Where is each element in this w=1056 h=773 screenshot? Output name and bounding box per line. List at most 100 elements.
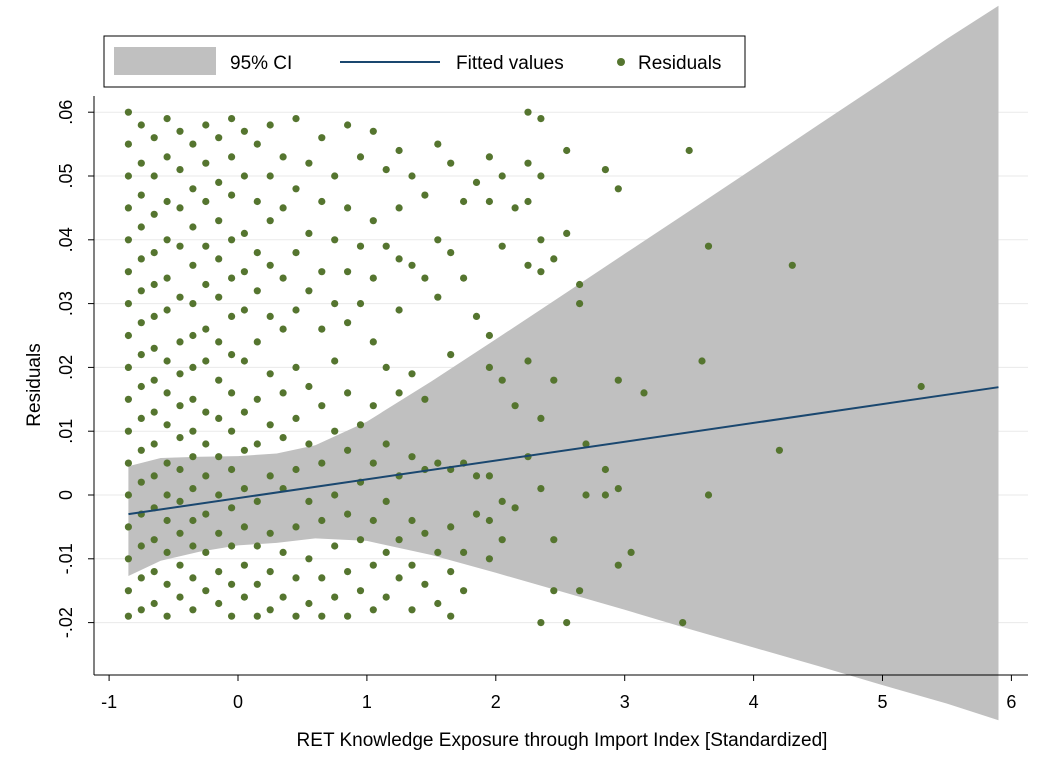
residual-point xyxy=(279,389,287,397)
residual-point xyxy=(202,510,210,518)
residual-point xyxy=(163,580,171,588)
residual-point xyxy=(460,548,468,557)
residual-point xyxy=(137,121,145,129)
residual-point xyxy=(447,612,455,620)
residual-point xyxy=(550,255,558,263)
residual-point xyxy=(318,268,326,276)
residual-point xyxy=(228,191,236,199)
residual-point xyxy=(550,536,558,544)
residual-point xyxy=(601,491,610,499)
residual-point xyxy=(124,612,132,620)
residual-point xyxy=(434,140,442,148)
residual-point xyxy=(447,568,455,576)
y-tick-label: .04 xyxy=(56,227,76,252)
residual-point xyxy=(124,108,132,116)
residual-point xyxy=(679,619,687,627)
residual-point xyxy=(305,287,313,295)
residual-point xyxy=(176,402,184,410)
residual-point xyxy=(331,172,339,180)
residual-point xyxy=(460,197,468,206)
residual-point xyxy=(305,599,313,608)
residual-point xyxy=(189,223,197,231)
y-tick-label: .01 xyxy=(56,419,76,444)
residual-point xyxy=(228,274,236,282)
residual-point xyxy=(215,529,223,537)
residual-point xyxy=(266,606,274,614)
residual-point xyxy=(775,446,784,454)
residual-point xyxy=(137,606,145,614)
residual-point xyxy=(421,395,429,403)
residual-point xyxy=(266,217,274,225)
residual-point xyxy=(356,242,365,250)
residual-point xyxy=(266,172,274,180)
residual-point xyxy=(240,357,248,365)
residual-point xyxy=(279,434,287,442)
residual-point xyxy=(240,523,248,531)
residual-point xyxy=(292,363,300,371)
residual-point xyxy=(253,249,261,257)
residual-point xyxy=(485,472,493,480)
residual-point xyxy=(150,440,158,448)
residual-point xyxy=(318,134,326,142)
residual-point xyxy=(266,121,274,129)
residual-point xyxy=(215,338,223,346)
residual-point xyxy=(408,172,416,180)
residual-point xyxy=(137,446,145,454)
residual-point xyxy=(124,268,132,276)
residual-point xyxy=(189,395,197,403)
residual-point xyxy=(704,491,713,499)
residual-point xyxy=(124,587,132,595)
residual-point xyxy=(537,115,545,123)
residual-point xyxy=(215,217,223,225)
residual-point xyxy=(447,249,455,257)
residual-point xyxy=(163,612,171,620)
residual-point xyxy=(228,236,236,244)
residual-point xyxy=(472,312,481,320)
legend-swatch-residuals xyxy=(617,58,625,66)
residual-point xyxy=(344,446,352,454)
residual-point xyxy=(163,357,171,365)
y-tick-label: 0 xyxy=(56,490,76,500)
residual-point xyxy=(253,395,261,403)
residual-point xyxy=(344,612,352,620)
residual-point xyxy=(395,306,403,314)
residual-point xyxy=(292,115,300,123)
residual-point xyxy=(202,408,210,416)
residual-point xyxy=(614,561,622,569)
y-tick-label: .03 xyxy=(56,291,76,316)
residual-point xyxy=(163,421,171,429)
residual-point xyxy=(395,574,403,582)
residual-point xyxy=(344,121,352,129)
residual-point xyxy=(137,382,145,391)
residual-point xyxy=(788,261,796,269)
residual-point xyxy=(421,191,429,199)
residual-point xyxy=(537,414,545,422)
residual-point xyxy=(344,389,352,397)
x-tick-label: 6 xyxy=(1006,692,1016,712)
residual-point xyxy=(344,319,352,327)
residual-point xyxy=(331,542,339,550)
legend-label-residuals: Residuals xyxy=(638,53,721,74)
residual-point xyxy=(485,516,493,525)
residual-point xyxy=(292,185,300,193)
y-tick-label: .02 xyxy=(56,355,76,380)
residual-point xyxy=(202,159,210,167)
fitted-line xyxy=(128,386,999,516)
residual-point xyxy=(228,115,236,123)
residual-point xyxy=(524,357,532,365)
residual-point xyxy=(292,574,300,582)
residual-point xyxy=(485,363,493,371)
residual-point xyxy=(228,389,236,397)
residual-point xyxy=(318,197,326,206)
residual-point xyxy=(472,510,481,518)
residual-point xyxy=(640,389,648,397)
residual-point xyxy=(176,204,184,212)
residual-point xyxy=(601,166,610,174)
residual-point xyxy=(176,434,184,442)
residual-point xyxy=(395,204,403,212)
residual-point xyxy=(434,599,442,608)
residual-point xyxy=(163,197,171,206)
residual-point xyxy=(318,516,326,525)
residual-point xyxy=(150,599,158,608)
residual-point xyxy=(369,516,377,525)
